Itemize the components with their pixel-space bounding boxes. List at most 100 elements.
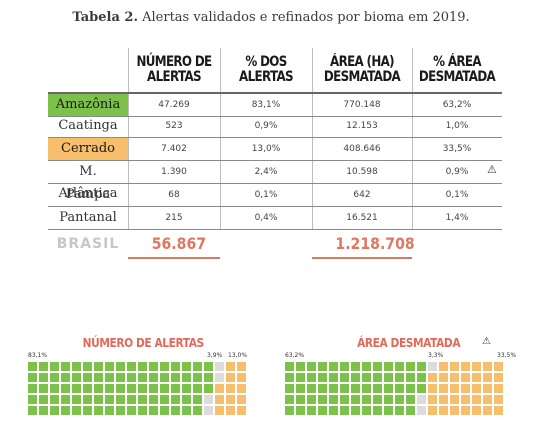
waffle-square-green [94,406,103,415]
waffle-square-green [160,395,169,404]
waffle-square-green [182,384,191,393]
cell-pct-alertas: 0,4% [254,213,278,223]
waffle-square-green [340,395,349,404]
waffle-square-green [105,384,114,393]
waffle-square-orange [226,406,235,415]
waffle-alertas-label-amazonia: 83,1% [28,352,48,359]
waffle-square-green [160,406,169,415]
waffle-area-title: ÁREA DESMATADA [357,335,461,350]
waffle-square-green [105,395,114,404]
waffle-square-green [50,362,59,371]
waffle-square-orange [428,406,437,415]
waffle-square-orange [472,395,481,404]
waffle-square-green [50,395,59,404]
waffle-square-green [182,395,191,404]
waffle-square-green [204,373,213,382]
waffle-square-green [116,395,125,404]
waffle-square-green [296,384,305,393]
waffle-square-green [105,406,114,415]
waffle-square-green [340,406,349,415]
waffle-square-green [28,362,37,371]
waffle-square-green [83,373,92,382]
waffle-square-green [406,362,415,371]
waffle-square-green [351,373,360,382]
waffle-square-green [28,373,37,382]
column-divider [128,48,129,229]
cell-pct-area: 63,2% [442,100,472,110]
waffle-square-orange [494,384,503,393]
waffle-square-orange [472,384,481,393]
waffle-square-green [395,373,404,382]
total-area: 1.218.708 [335,234,415,253]
waffle-square-green [395,362,404,371]
table-row: Pantanal 215 0,4% 16.521 1,4% [48,207,502,230]
waffle-square-orange [226,362,235,371]
waffle-square-orange [461,395,470,404]
waffle-square-green [373,362,382,371]
waffle-square-green [116,406,125,415]
waffle-square-orange [226,373,235,382]
cell-area: 408.646 [343,144,381,154]
waffle-square-green [61,406,70,415]
waffle-square-green [83,384,92,393]
waffle-square-green [373,395,382,404]
waffle-square-orange [472,373,481,382]
waffle-square-orange [461,384,470,393]
waffle-square-orange [215,384,224,393]
table-row: Pampa 68 0,1% 642 0,1% [48,184,502,207]
waffle-square-green [318,406,327,415]
waffle-square-orange [439,362,448,371]
waffle-square-orange [461,373,470,382]
cell-area: 16.521 [346,213,378,223]
cell-pct-alertas: 13,0% [251,144,281,154]
waffle-square-green [72,373,81,382]
waffle-square-orange [439,406,448,415]
cell-pct-area: 33,5% [442,144,472,154]
waffle-square-green [193,384,202,393]
biome-name: Caatinga [58,118,118,133]
waffle-square-green [127,362,136,371]
waffle-square-green [61,373,70,382]
waffle-square-green [171,395,180,404]
waffle-square-orange [461,362,470,371]
waffle-area-label-cerrado: 33,5% [497,352,517,359]
waffle-square-green [285,395,294,404]
table-row: Caatinga 523 0,9% 12.153 1,0% [48,115,502,138]
total-alertas: 56.867 [151,234,207,253]
waffle-square-green [395,395,404,404]
cell-alertas: 7.402 [161,144,187,154]
waffle-square-orange [483,384,492,393]
waffle-square-green [193,395,202,404]
cell-alertas: 1.390 [161,167,187,177]
waffle-square-green [39,373,48,382]
total-alertas-underline [128,257,220,259]
waffle-square-green [362,362,371,371]
waffle-square-green [28,384,37,393]
waffle-square-orange [237,373,246,382]
waffle-square-gray [417,395,426,404]
waffle-square-orange [472,406,481,415]
waffle-square-green [307,395,316,404]
cell-alertas: 215 [165,213,183,223]
column-divider [312,48,313,229]
waffle-square-green [296,395,305,404]
waffle-square-green [94,373,103,382]
warning-triangle-icon: ⚠ [487,163,497,176]
total-area-underline [312,257,412,259]
table-row: Amazônia 47.269 83,1% 770.148 63,2% [48,92,502,117]
waffle-square-green [340,384,349,393]
waffle-area [285,362,503,415]
waffle-square-green [340,373,349,382]
waffle-square-green [28,406,37,415]
waffle-square-orange [237,384,246,393]
waffle-square-gray [215,373,224,382]
waffle-square-orange [439,395,448,404]
waffle-square-orange [237,362,246,371]
waffle-square-green [149,395,158,404]
waffle-square-orange [483,362,492,371]
cell-area: 10.598 [346,167,378,177]
waffle-square-green [417,384,426,393]
waffle-square-orange [215,395,224,404]
table-row: Cerrado 7.402 13,0% 408.646 33,5% [48,138,502,161]
waffle-square-orange [450,373,459,382]
